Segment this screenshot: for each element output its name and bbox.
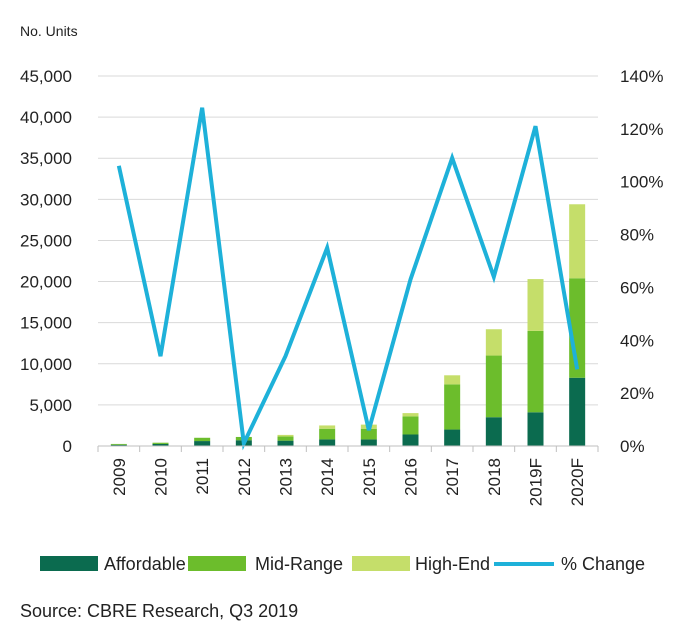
axes: 0 5,000 10,000 15,000 20,000 25,000 30,000 35,0… — [20, 67, 663, 506]
y2-tick-label: 80% — [620, 226, 654, 245]
y2-tick-label: 40% — [620, 331, 654, 350]
legend: Affordable Mid-Range High-End % Change — [40, 554, 645, 574]
y2-tick-label: 60% — [620, 278, 654, 297]
gridlines — [98, 75, 598, 406]
bar-segment-affordable — [402, 434, 419, 446]
legend-swatch-high-end — [352, 556, 410, 571]
x-tick-label: 2011 — [193, 458, 212, 495]
x-tick-label: 2015 — [360, 458, 379, 496]
bar-segment-high-end — [319, 425, 336, 429]
y-tick-label: 30,000 — [20, 190, 72, 209]
y-tick-label: 10,000 — [20, 355, 72, 374]
y2-tick-label: 20% — [620, 384, 654, 403]
bar-segment-mid-range — [402, 416, 419, 435]
bar-segment-affordable — [277, 440, 294, 446]
change-line-path — [116, 107, 580, 451]
legend-swatch-mid-range — [188, 556, 246, 571]
x-tick-label: 2012 — [235, 458, 254, 496]
y-tick-label: 35,000 — [20, 149, 72, 168]
bar-segment-affordable — [444, 429, 461, 446]
y-tick-label: 45,000 — [20, 67, 72, 86]
x-tick-label: 2020F — [568, 458, 587, 506]
bar-segment-affordable — [569, 377, 586, 446]
bar-segment-affordable — [194, 441, 211, 446]
y-tick-label: 15,000 — [20, 314, 72, 333]
bar-segment-affordable — [319, 439, 336, 446]
bar-segment-high-end — [277, 434, 294, 437]
x-tick-label: 2018 — [485, 458, 504, 496]
legend-label-change: % Change — [561, 554, 645, 574]
bar-segment-high-end — [444, 375, 461, 385]
legend-label-affordable: Affordable — [104, 554, 186, 574]
y-tick-label: 25,000 — [20, 231, 72, 250]
bar-segment-high-end — [485, 329, 502, 356]
bar-segment-mid-range — [194, 437, 211, 442]
bar-segment-mid-range — [527, 330, 544, 413]
x-tick-label: 2014 — [318, 458, 337, 496]
bar-segment-affordable — [485, 417, 502, 446]
y2-tick-label: 0% — [620, 437, 645, 456]
bar-segment-high-end — [527, 279, 544, 331]
bar-segment-affordable — [527, 412, 544, 446]
x-tick-label: 2016 — [402, 458, 421, 496]
y-tick-label: 0 — [63, 437, 72, 456]
y-tick-label: 40,000 — [20, 108, 72, 127]
x-tick-label: 2013 — [277, 458, 296, 496]
bar-segment-affordable — [110, 444, 127, 446]
bar-segment-mid-range — [444, 384, 461, 430]
bar-segment-mid-range — [485, 355, 502, 418]
y-tick-label: 20,000 — [20, 273, 72, 292]
bar-segment-high-end — [402, 413, 419, 417]
y2-tick-label: 140% — [620, 67, 663, 86]
bar-segment-affordable — [360, 439, 377, 446]
y2-tick-label: 100% — [620, 173, 663, 192]
bar-segment-affordable — [152, 443, 169, 446]
y2-tick-label: 120% — [620, 120, 663, 139]
legend-label-high-end: High-End — [415, 554, 490, 574]
bar-segment-mid-range — [152, 442, 169, 444]
bar-segment-mid-range — [277, 436, 294, 441]
x-tick-label: 2009 — [110, 458, 129, 496]
bar-segment-mid-range — [110, 443, 127, 445]
legend-label-mid-range: Mid-Range — [255, 554, 343, 574]
x-tick-label: 2019F — [527, 458, 546, 506]
bar-segment-mid-range — [319, 428, 336, 440]
bar-segment-mid-range — [360, 428, 377, 440]
source-note: Source: CBRE Research, Q3 2019 — [20, 601, 298, 621]
bar-segment-high-end — [569, 204, 586, 279]
y-axis-label: No. Units — [20, 23, 78, 39]
y-tick-label: 5,000 — [29, 396, 72, 415]
change-line — [116, 107, 580, 451]
x-tick-label: 2010 — [152, 458, 171, 496]
legend-swatch-affordable — [40, 556, 98, 571]
x-tick-label: 2017 — [443, 458, 462, 496]
